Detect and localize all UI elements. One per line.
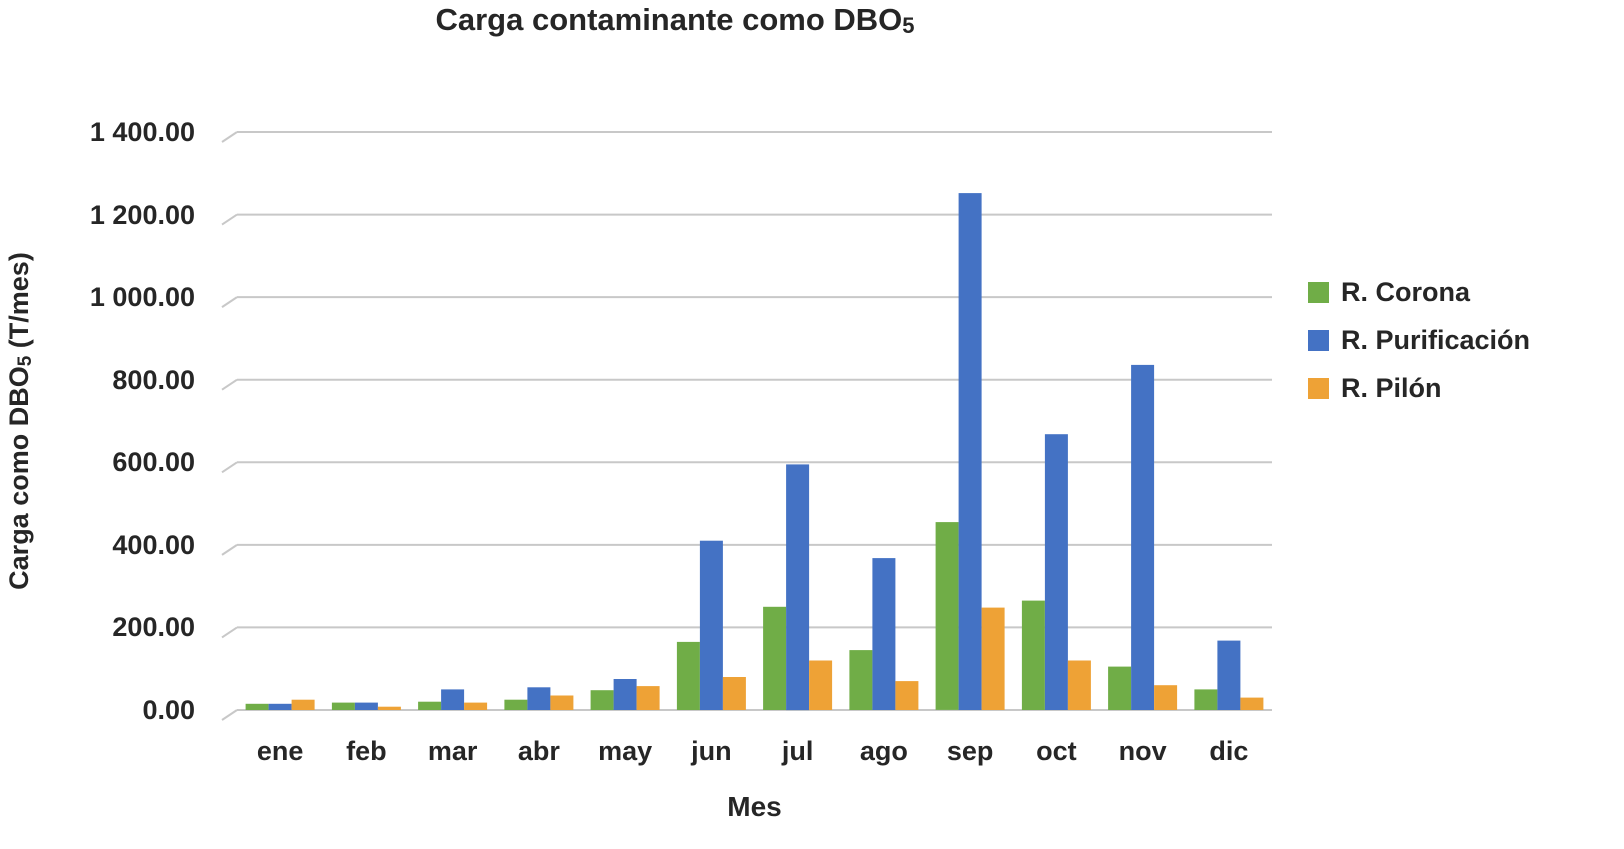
bar-r-purificaci-n-ene <box>268 703 292 710</box>
chart-title-subscript: 5 <box>902 13 915 38</box>
legend-swatch-icon <box>1308 329 1329 351</box>
legend-swatch-icon <box>1308 377 1329 399</box>
x-tick-label-oct: oct <box>1036 736 1077 766</box>
bar-r-purificaci-n-nov <box>1131 364 1155 710</box>
x-tick-label-abr: abr <box>517 736 560 766</box>
x-tick-label-dic: dic <box>1209 736 1249 766</box>
bar-r-pil-n-ene <box>291 699 315 710</box>
bar-r-corona-nov <box>1108 666 1132 710</box>
bar-r-corona-ago <box>849 650 873 710</box>
bar-r-pil-n-abr <box>550 695 574 710</box>
chart-title: Carga contaminante como DBO5 <box>340 2 1010 38</box>
x-tick-label-feb: feb <box>346 736 387 766</box>
bar-r-corona-jun <box>676 641 700 710</box>
bar-r-purificaci-n-feb <box>354 702 378 710</box>
bar-r-corona-jul <box>763 606 787 710</box>
x-tick-label-ago: ago <box>859 736 908 766</box>
bar-r-pil-n-jun <box>722 677 746 710</box>
y-tick-label: 400.00 <box>112 529 195 560</box>
bar-r-purificaci-n-ago <box>872 558 896 710</box>
bar-r-pil-n-nov <box>1154 685 1178 710</box>
bar-r-pil-n-oct <box>1067 660 1091 710</box>
y-tick-label: 600.00 <box>112 447 195 478</box>
bar-r-corona-dic <box>1194 689 1218 710</box>
y-tick-label: 200.00 <box>112 612 195 643</box>
bar-r-purificaci-n-dic <box>1217 640 1241 710</box>
x-tick-label-jul: jul <box>781 736 814 766</box>
bar-r-corona-feb <box>331 702 355 710</box>
x-tick-label-mar: mar <box>427 736 478 766</box>
bar-r-corona-mar <box>418 701 442 710</box>
chart-title-main: Carga contaminante como DBO <box>435 2 903 37</box>
bar-r-purificaci-n-jul <box>786 464 810 711</box>
legend-label: R. Corona <box>1341 276 1471 307</box>
axis-tick-slant <box>221 544 238 556</box>
axis-tick-slant <box>221 378 238 391</box>
bar-r-corona-ene <box>245 703 269 710</box>
legend-item: R. Purificación <box>1308 316 1530 364</box>
x-tick-label-may: may <box>598 736 653 766</box>
axis-tick-slant <box>221 131 238 143</box>
bar-r-purificaci-n-abr <box>527 687 551 710</box>
bar-r-purificaci-n-sep <box>958 193 982 711</box>
bar-r-corona-abr <box>504 699 528 710</box>
axis-tick-slant <box>221 626 238 639</box>
y-tick-label: 1 200.00 <box>89 199 195 230</box>
x-tick-label-ene: ene <box>256 736 304 766</box>
y-tick-label: 1 400.00 <box>89 117 195 147</box>
bar-r-pil-n-mar <box>464 702 488 710</box>
bar-r-purificaci-n-jun <box>699 540 723 710</box>
bar-r-corona-oct <box>1021 600 1045 710</box>
bar-r-purificaci-n-may <box>613 679 637 710</box>
legend: R. Corona R. Purificación R. Pilón <box>1308 268 1530 412</box>
bar-r-pil-n-sep <box>981 607 1005 710</box>
legend-swatch-icon <box>1308 281 1329 303</box>
x-tick-label-sep: sep <box>946 736 994 766</box>
legend-label: R. Purificación <box>1341 324 1531 355</box>
bar-r-pil-n-may <box>636 686 660 710</box>
axis-tick-slant <box>221 461 238 474</box>
x-axis-title: Mes <box>727 791 782 822</box>
x-tick-label-nov: nov <box>1118 736 1167 766</box>
axis-tick-slant <box>221 296 238 308</box>
x-tick-label-jun: jun <box>691 736 732 766</box>
bar-r-corona-sep <box>935 522 959 710</box>
axis-tick-slant <box>221 709 238 721</box>
bar-r-pil-n-ago <box>895 681 919 710</box>
bar-r-purificaci-n-oct <box>1044 434 1068 710</box>
axis-tick-slant <box>221 213 238 226</box>
y-tick-label: 800.00 <box>112 364 195 395</box>
legend-item: R. Pilón <box>1308 364 1530 412</box>
bar-r-pil-n-jul <box>809 660 833 710</box>
bar-r-corona-may <box>590 690 614 710</box>
bar-r-pil-n-dic <box>1240 697 1264 710</box>
bar-r-pil-n-feb <box>377 706 401 710</box>
bar-r-purificaci-n-mar <box>441 689 465 710</box>
legend-item: R. Corona <box>1308 268 1530 316</box>
y-tick-label: 0.00 <box>142 695 195 725</box>
legend-label: R. Pilón <box>1341 372 1442 403</box>
y-tick-label: 1 000.00 <box>89 282 195 313</box>
